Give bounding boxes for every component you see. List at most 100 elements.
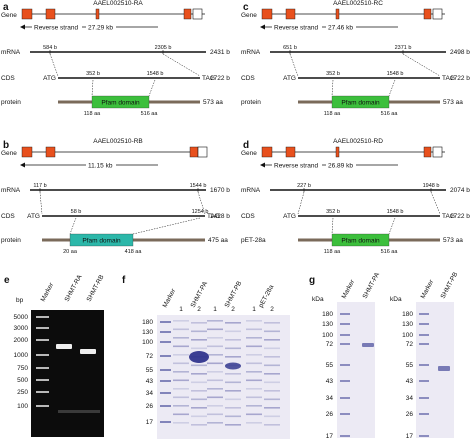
gel-f-protein-band xyxy=(264,373,280,375)
strand-text: Reverse strand xyxy=(274,163,318,170)
connector xyxy=(297,191,305,215)
gel-g-lane-label: Marker xyxy=(420,278,436,300)
strand-length: 27.29 kb xyxy=(88,25,113,32)
exon-block xyxy=(423,146,432,158)
gel-f-protein-band xyxy=(191,347,207,350)
gel-g-ladder-label: 72 xyxy=(326,341,334,348)
strand-text: Reverse strand xyxy=(274,25,318,32)
gel-e-ladder-label: 750 xyxy=(17,365,28,372)
gel-f-lane-label: SHMT-PA xyxy=(190,280,210,309)
gel-g-ladder-band xyxy=(340,313,350,315)
gel-e-ladder-band xyxy=(36,316,49,318)
gel-f-protein-band xyxy=(246,328,262,331)
gel-f-sublane-label: 2 xyxy=(270,306,274,313)
cds-total: 1428 b xyxy=(210,213,230,220)
gel-f-protein-band xyxy=(191,381,207,384)
gel-f-protein-band xyxy=(225,356,241,358)
gel-g-ladder-label: 26 xyxy=(406,411,414,418)
panel-label-a: a xyxy=(3,2,9,13)
exon-block xyxy=(261,8,273,20)
protein-label: protein xyxy=(1,99,21,106)
gel-f-protein-band xyxy=(173,422,189,424)
gel-g-ladder-band xyxy=(340,323,350,325)
gel-f-ladder-band xyxy=(160,380,171,382)
cds-total: 1722 b xyxy=(450,213,470,220)
gel-f-sublane-label: 1 xyxy=(252,306,256,313)
gel-f-protein-band xyxy=(225,339,241,341)
protein-total: 475 aa xyxy=(208,237,228,244)
gel-g-ladder-band xyxy=(419,313,429,315)
gel-e-unit: bp xyxy=(16,297,24,304)
gel-f-protein-band xyxy=(191,364,207,367)
protein-label: pET-28a xyxy=(241,237,266,244)
gel-g-ladder-label: 43 xyxy=(326,378,334,385)
mrna-label: mRNA xyxy=(1,187,21,194)
gel-g-ladder-label: 100 xyxy=(402,332,413,339)
gel-e-body xyxy=(31,310,104,437)
gel-g-ladder-band xyxy=(340,435,350,437)
strand-text: Reverse strand xyxy=(34,25,78,32)
gel-g-purified-band xyxy=(362,343,374,347)
gel-f-protein-band xyxy=(246,337,262,339)
gel-f-protein-band xyxy=(207,405,223,407)
protein-right-pos: 418 aa xyxy=(125,249,143,255)
gel-f-protein-band xyxy=(246,320,262,322)
gel-f-protein-band xyxy=(264,381,280,384)
gel-f-ladder-label: 55 xyxy=(146,367,154,374)
connector xyxy=(289,53,299,77)
exon-block xyxy=(285,146,296,158)
start-codon: ATG xyxy=(43,75,56,82)
mrna-left-pos: 227 b xyxy=(297,183,311,189)
protein-label: protein xyxy=(1,237,21,244)
gel-f-protein-band xyxy=(207,320,223,322)
gel-e-ladder-label: 250 xyxy=(17,389,28,396)
gel-f-protein-band xyxy=(207,422,223,424)
gel-g-ladder-label: 17 xyxy=(406,433,414,440)
gel-f-protein-band xyxy=(173,345,189,348)
gel-g-ladder-label: 26 xyxy=(326,411,334,418)
exon-block xyxy=(21,146,33,158)
connector xyxy=(39,191,43,215)
mrna-label: mRNA xyxy=(241,187,261,194)
stop-codon: TAG xyxy=(442,75,455,82)
strand-len-bg xyxy=(326,23,356,31)
gel-f-protein-band xyxy=(264,339,280,341)
strand-arrowhead xyxy=(260,24,265,30)
gel-g-ladder-label: 180 xyxy=(322,311,333,318)
utr-block xyxy=(432,146,443,158)
gel-f-overexpression-band-pb xyxy=(225,362,241,370)
gel-f-protein-band xyxy=(225,398,241,401)
start-codon: ATG xyxy=(283,213,296,220)
gel-f-protein-band xyxy=(207,328,223,331)
mrna-right-pos: 1544 b xyxy=(190,183,207,189)
gel-f-protein-band xyxy=(264,322,280,324)
protein-left-pos: 118 aa xyxy=(324,249,341,255)
gel-f-ladder-band xyxy=(160,405,171,407)
gel-f-protein-band xyxy=(207,362,223,365)
gel-f-protein-band xyxy=(191,322,207,324)
gene-name: AAEL002510-RD xyxy=(333,138,383,145)
gel-e-ladder-label: 500 xyxy=(17,377,28,384)
gel-f-protein-band xyxy=(225,424,241,426)
pfam-domain-label: Pfam domain xyxy=(341,100,380,107)
gel-f-protein-band xyxy=(207,354,223,356)
cds-total: 1722 b xyxy=(450,75,470,82)
mrna-left-pos: 651 b xyxy=(283,45,297,51)
gel-e-primer-smear xyxy=(58,410,100,413)
protein-left-pos: 118 aa xyxy=(324,111,341,117)
panel-label-c: c xyxy=(243,2,249,13)
gel-f-protein-band xyxy=(191,339,207,341)
gel-f-protein-band xyxy=(173,379,189,382)
gel-g-ladder-band xyxy=(340,364,350,366)
gel-f-protein-band xyxy=(173,405,189,407)
gel-f-protein-band xyxy=(264,330,280,333)
gel-f-protein-band xyxy=(246,388,262,390)
gel-e-ladder-label: 3000 xyxy=(14,325,29,332)
connector xyxy=(388,79,396,97)
gel-f-ladder-label: 34 xyxy=(146,390,154,397)
gel-g-lane-label: SHMT-PA xyxy=(362,271,382,300)
cds-left-pos: 352 b xyxy=(326,209,340,215)
mrna-right-pos: 1948 b xyxy=(423,183,440,189)
gel-f-protein-band xyxy=(173,371,189,373)
gel-f-protein-band xyxy=(191,330,207,333)
